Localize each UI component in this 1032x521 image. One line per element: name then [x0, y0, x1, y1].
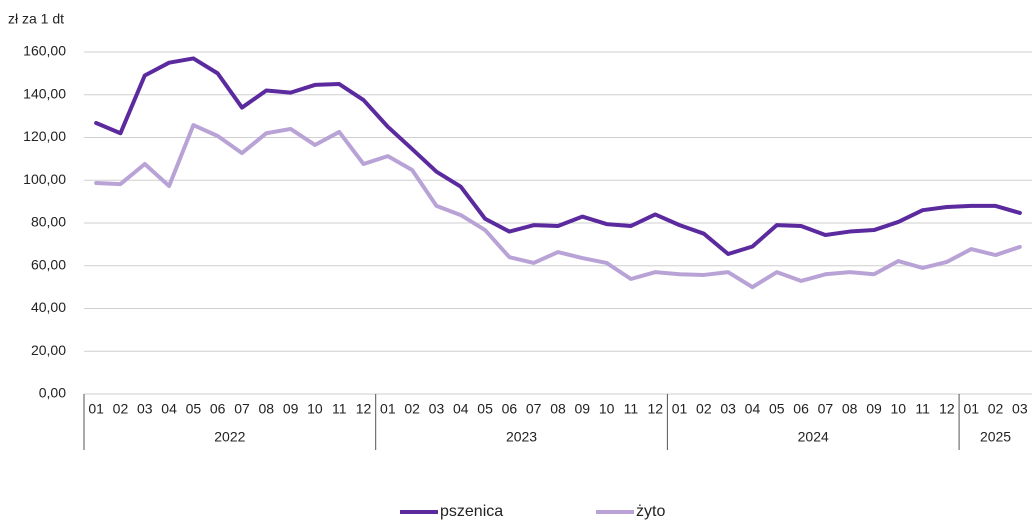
x-tick-label: 04 [745, 401, 761, 417]
x-tick-label: 07 [818, 401, 834, 417]
x-tick-label: 03 [720, 401, 736, 417]
series-line [94, 56, 1022, 256]
x-tick-label: 08 [550, 401, 566, 417]
y-tick-label: 120,00 [23, 128, 66, 144]
x-tick-label: 03 [429, 401, 445, 417]
x-tick-label: 07 [234, 401, 250, 417]
y-tick-label: 40,00 [31, 299, 66, 315]
x-tick-label: 09 [283, 401, 299, 417]
x-tick-label: 11 [915, 401, 930, 417]
x-tick-label: 10 [307, 401, 323, 417]
year-label: 2025 [980, 429, 1011, 445]
y-tick-label: 0,00 [39, 385, 66, 401]
x-tick-label: 10 [599, 401, 615, 417]
x-tick-label: 03 [1012, 401, 1028, 417]
y-axis-label: zł za 1 dt [8, 11, 64, 27]
year-label: 2022 [214, 429, 245, 445]
x-tick-label: 05 [186, 401, 202, 417]
x-tick-label: 02 [988, 401, 1004, 417]
x-tick-label: 01 [88, 401, 104, 417]
x-tick-label: 03 [137, 401, 153, 417]
y-tick-label: 80,00 [31, 214, 66, 230]
x-tick-label: 06 [210, 401, 226, 417]
x-tick-label: 11 [624, 401, 639, 417]
x-tick-label: 02 [696, 401, 712, 417]
x-tick-label: 05 [477, 401, 493, 417]
x-tick-label: 08 [842, 401, 858, 417]
x-tick-label: 12 [939, 401, 955, 417]
x-tick-label: 02 [404, 401, 420, 417]
x-tick-label: 10 [891, 401, 907, 417]
legend-label: żyto [636, 503, 665, 520]
x-tick-label: 11 [332, 401, 347, 417]
x-tick-label: 12 [356, 401, 372, 417]
x-tick-label: 07 [526, 401, 542, 417]
x-tick-label: 01 [963, 401, 979, 417]
x-tick-label: 06 [502, 401, 518, 417]
x-tick-label: 04 [161, 401, 177, 417]
legend-label: pszenica [440, 503, 503, 520]
year-label: 2023 [506, 429, 537, 445]
x-tick-label: 04 [453, 401, 469, 417]
y-tick-label: 20,00 [31, 342, 66, 358]
y-tick-label: 160,00 [23, 43, 66, 59]
x-tick-label: 01 [672, 401, 688, 417]
x-tick-label: 02 [113, 401, 129, 417]
x-tick-label: 05 [769, 401, 785, 417]
y-tick-label: 140,00 [23, 85, 66, 101]
y-tick-label: 60,00 [31, 256, 66, 272]
series-line [94, 123, 1022, 290]
x-tick-label: 06 [793, 401, 809, 417]
x-tick-label: 12 [647, 401, 663, 417]
y-tick-label: 100,00 [23, 171, 66, 187]
x-tick-label: 09 [866, 401, 882, 417]
x-tick-label: 09 [575, 401, 591, 417]
x-tick-label: 01 [380, 401, 396, 417]
year-label: 2024 [798, 429, 829, 445]
x-tick-label: 08 [259, 401, 275, 417]
